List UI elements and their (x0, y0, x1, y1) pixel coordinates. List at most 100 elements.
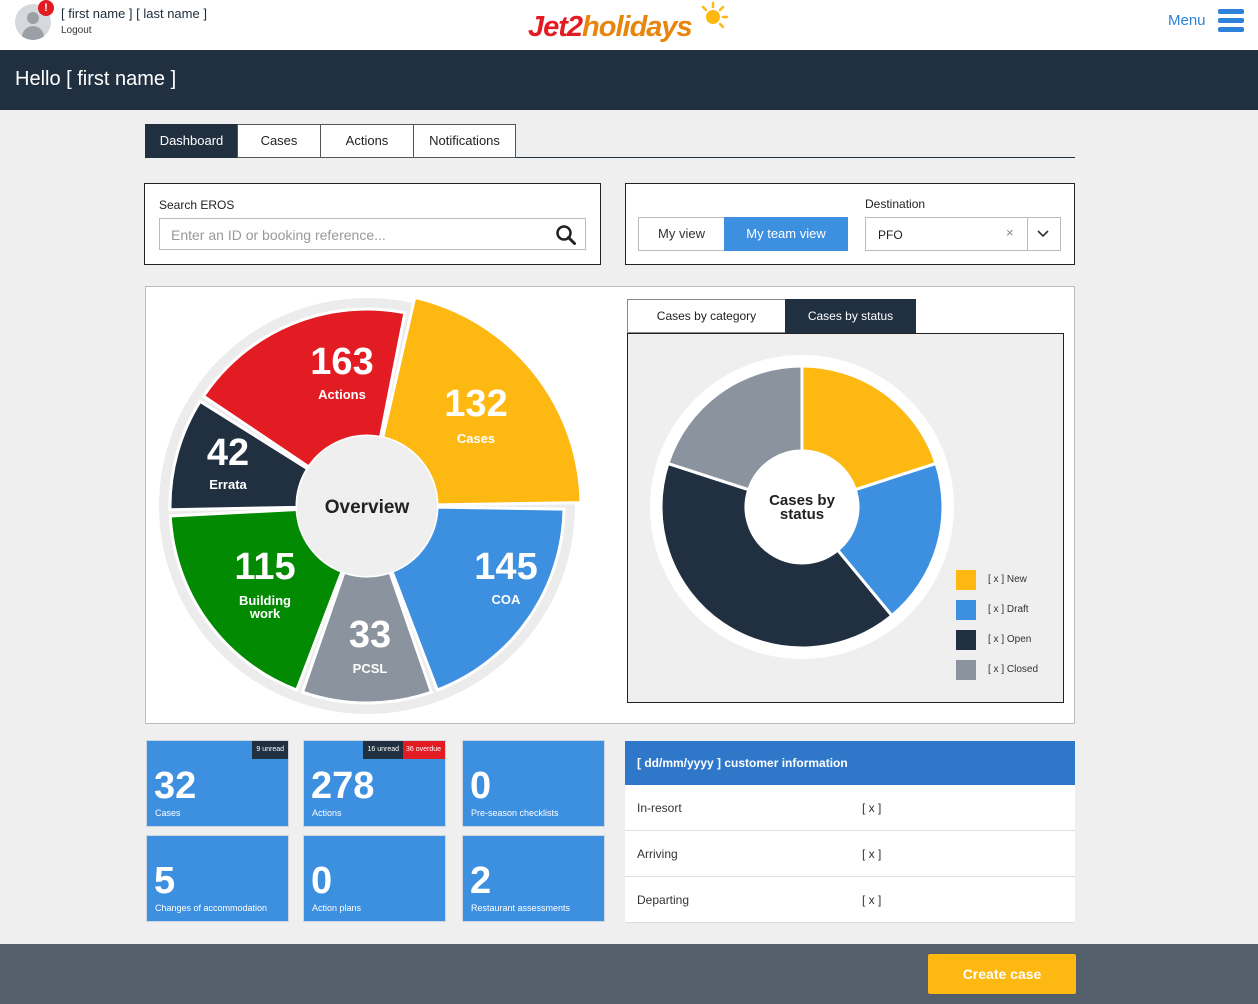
overview-label: PCSL (353, 661, 388, 676)
overview-value: 163 (310, 341, 373, 383)
destination-value: PFO (878, 228, 903, 242)
legend-label: [ x ] Open (988, 634, 1032, 645)
tab-cases[interactable]: Cases (237, 124, 321, 158)
tile-badge: 9 unread (252, 741, 288, 759)
my-team-view-button[interactable]: My team view (724, 217, 848, 251)
table-row: Arriving [ x ] (625, 831, 1075, 877)
table-row: In-resort [ x ] (625, 785, 1075, 831)
top-bar: ! [ first name ] [ last name ] Logout Je… (0, 0, 1258, 50)
legend-swatch (956, 660, 976, 680)
alert-badge[interactable]: ! (38, 0, 54, 16)
tile-action-plans[interactable]: 0 Action plans (303, 835, 446, 922)
greeting-text: Hello [ first name ] (15, 68, 177, 90)
tile-badge: 36 overdue (401, 741, 445, 759)
legend-item: [ x ] Open (956, 630, 1066, 650)
greeting-band: Hello [ first name ] (0, 50, 1258, 110)
tile-value: 32 (154, 765, 197, 807)
logo-part-holidays: holidays (582, 11, 693, 43)
tab-dashboard[interactable]: Dashboard (145, 124, 238, 158)
select-divider (1027, 218, 1028, 250)
status-chart-title: Cases by (769, 492, 836, 509)
tile-value: 278 (311, 765, 375, 807)
create-case-button[interactable]: Create case (928, 954, 1076, 994)
table-row: Departing [ x ] (625, 877, 1075, 923)
search-input[interactable] (171, 225, 541, 245)
tab-actions[interactable]: Actions (320, 124, 414, 158)
tile-cases[interactable]: 32 Cases 9 unread (146, 740, 289, 827)
tile-label: Restaurant assessments (471, 903, 571, 913)
legend-label: [ x ] Draft (988, 604, 1029, 615)
destination-select[interactable]: PFO × (865, 217, 1061, 251)
overview-value: 33 (349, 614, 391, 656)
my-view-button[interactable]: My view (638, 217, 725, 251)
tile-value: 0 (470, 765, 492, 807)
tile-label: Pre-season checklists (471, 808, 559, 818)
row-value-departing: [ x ] (862, 893, 882, 907)
jet2holidays-logo[interactable]: Jet2holidays (528, 0, 732, 46)
overview-value: 115 (234, 546, 295, 588)
tile-value: 2 (470, 860, 492, 902)
overview-center-label: Overview (325, 497, 410, 518)
overview-value: 42 (207, 432, 249, 474)
legend-label: [ x ] Closed (988, 664, 1039, 675)
view-panel: My view My team view Destination PFO × (625, 183, 1075, 265)
user-name: [ first name ] [ last name ] (61, 6, 207, 21)
row-label-arriving: Arriving (637, 847, 678, 861)
overview-value: 132 (444, 383, 507, 425)
sun-icon (701, 1, 729, 29)
legend-swatch (956, 570, 976, 590)
tile-value: 5 (154, 860, 176, 902)
tile-restaurant-assessments[interactable]: 2 Restaurant assessments (462, 835, 605, 922)
tile-value: 0 (311, 860, 333, 902)
legend-item: [ x ] New (956, 570, 1066, 590)
tile-label: Changes of accommodation (155, 903, 268, 913)
search-box (159, 218, 586, 250)
tile-actions[interactable]: 278 Actions 36 overdue 16 unread (303, 740, 446, 827)
legend-item: [ x ] Draft (956, 600, 1066, 620)
customer-info-title: [ dd/mm/yyyy ] customer information (637, 756, 848, 770)
tile-badge: 16 unread (363, 741, 403, 759)
search-label: Search EROS (159, 198, 235, 212)
legend-item: [ x ] Closed (956, 660, 1066, 680)
overview-label: Cases (457, 431, 495, 446)
tile-changes-of-accommodation[interactable]: 5 Changes of accommodation (146, 835, 289, 922)
tile-label: Action plans (312, 903, 362, 913)
chevron-down-icon[interactable] (1036, 227, 1050, 241)
tab-cases-by-status[interactable]: Cases by status (785, 299, 916, 333)
legend-swatch (956, 600, 976, 620)
menu-label[interactable]: Menu (1168, 12, 1206, 29)
overview-label: COA (492, 592, 522, 607)
svg-text:Jet2holidays: Jet2holidays (528, 11, 693, 43)
tile-label: Cases (155, 808, 181, 818)
overview-label: Errata (209, 477, 247, 492)
tile-pre-season-checklists[interactable]: 0 Pre-season checklists (462, 740, 605, 827)
overview-center (297, 436, 437, 576)
main-tabs: Dashboard Cases Actions Notifications (145, 124, 1075, 158)
tile-label: Actions (312, 808, 342, 818)
logout-link[interactable]: Logout (61, 25, 92, 36)
search-panel: Search EROS (144, 183, 601, 265)
tab-notifications[interactable]: Notifications (413, 124, 516, 158)
footer-bar: Create case (0, 944, 1258, 1004)
customer-info-table: [ dd/mm/yyyy ] customer information In-r… (625, 741, 1075, 923)
row-label-in-resort: In-resort (637, 801, 682, 815)
overview-value: 145 (474, 546, 537, 588)
avatar-body-shape (22, 26, 44, 40)
status-chart-title: status (780, 506, 824, 523)
status-center (746, 451, 858, 563)
cases-by-status-box: Cases by status [ x ] New [ x ] Draft [ x ]… (627, 333, 1064, 703)
hamburger-menu-icon[interactable] (1218, 9, 1244, 33)
row-value-arriving: [ x ] (862, 847, 882, 861)
logo-part-jet2: Jet2 (528, 11, 583, 43)
legend-swatch (956, 630, 976, 650)
charts-panel: 132 Cases 145 COA 33 PCSL 115 Building work 42 Err… (145, 286, 1075, 724)
search-icon[interactable] (555, 224, 577, 246)
row-value-in-resort: [ x ] (862, 801, 882, 815)
overview-label: Building (239, 593, 291, 608)
clear-icon[interactable]: × (1006, 225, 1014, 240)
tab-cases-by-category[interactable]: Cases by category (627, 299, 786, 333)
overview-label: Actions (318, 387, 366, 402)
destination-label: Destination (865, 197, 926, 211)
